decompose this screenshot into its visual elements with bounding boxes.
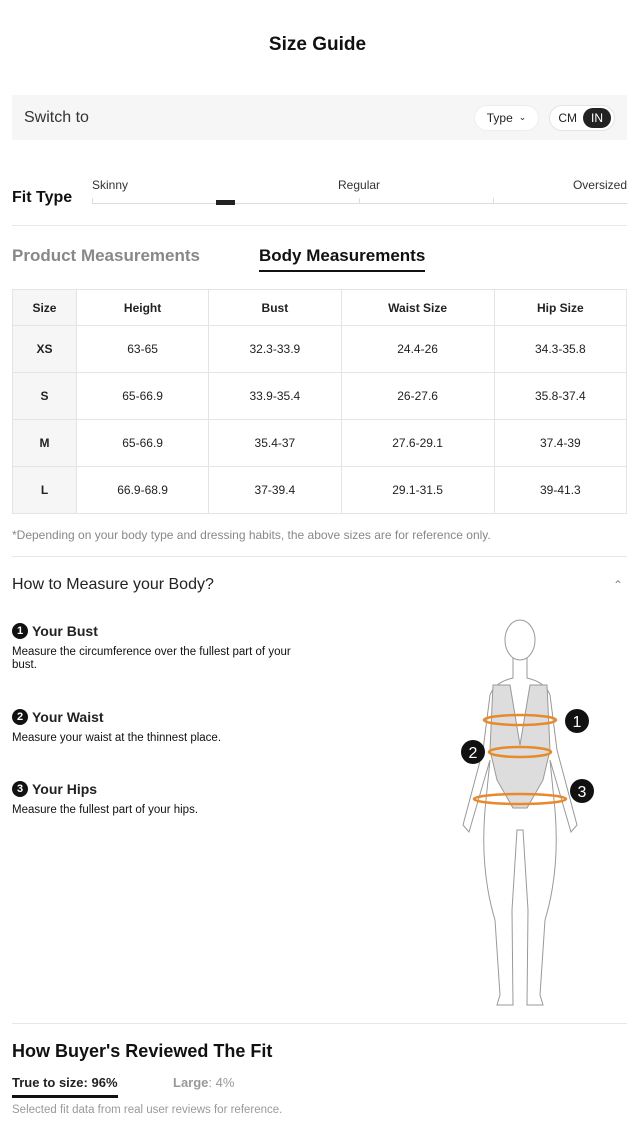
divider [12, 556, 627, 557]
true-label: True to size: [12, 1075, 88, 1090]
true-value: 96% [91, 1075, 118, 1090]
tab-large[interactable]: Large: 4% [173, 1075, 234, 1090]
step-text: Measure the fullest part of your hips. [12, 804, 199, 816]
table-row: S 65-66.9 33.9-35.4 26-27.6 35.8-37.4 [12, 372, 628, 420]
unit-toggle[interactable]: CM IN [549, 104, 615, 131]
header-bust: Bust [208, 289, 342, 326]
table-cell: 32.3-33.9 [208, 325, 342, 373]
chevron-down-icon: ⌄ [518, 112, 527, 122]
table-cell: 34.3-35.8 [493, 325, 628, 373]
table-cell: 37-39.4 [208, 466, 342, 514]
table-cell: 27.6-29.1 [340, 419, 495, 467]
size-table: Size Height Bust Waist Size Hip Size XS 6… [12, 289, 628, 514]
table-cell: 65-66.9 [75, 372, 210, 420]
step-number: 3 [12, 781, 28, 797]
unit-in[interactable]: IN [583, 107, 611, 128]
table-cell: 37.4-39 [493, 419, 628, 467]
svg-text:1: 1 [573, 714, 582, 731]
header-hip: Hip Size [493, 289, 628, 326]
table-row: L 66.9-68.9 37-39.4 29.1-31.5 39-41.3 [12, 466, 628, 514]
table-cell: 63-65 [75, 325, 210, 373]
table-cell: L [12, 466, 77, 514]
table-row: XS 63-65 32.3-33.9 24.4-26 34.3-35.8 [12, 325, 628, 373]
step-bust: 1 Your Bust Measure the circumference ove… [12, 623, 312, 672]
howto-title[interactable]: How to Measure your Body? [12, 576, 214, 593]
type-dropdown[interactable]: Type ⌄ [473, 104, 540, 131]
fit-tick [493, 198, 494, 203]
type-label: Type [486, 110, 513, 125]
table-cell: 26-27.6 [340, 372, 495, 420]
reference-note: *Depending on your body type and dressin… [12, 528, 491, 542]
table-cell: 29.1-31.5 [340, 466, 495, 514]
step-number: 2 [12, 709, 28, 725]
unit-cm[interactable]: CM [558, 110, 577, 125]
fit-oversized: Oversized [572, 178, 627, 192]
table-cell: 39-41.3 [493, 466, 628, 514]
step-text: Measure the circumference over the fulle… [12, 646, 291, 671]
switch-label: Switch to [24, 108, 89, 126]
marker-1: 1 [565, 709, 589, 733]
table-cell: 35.4-37 [208, 419, 342, 467]
table-header: Size Height Bust Waist Size Hip Size [12, 289, 628, 326]
fit-tick [92, 198, 93, 203]
svg-text:2: 2 [469, 745, 478, 762]
table-cell: 66.9-68.9 [75, 466, 210, 514]
fit-regular: Regular [338, 178, 381, 192]
tab-body-measurements[interactable]: Body Measurements [259, 246, 426, 272]
svg-text:3: 3 [578, 784, 587, 801]
fit-tick [359, 198, 360, 203]
table-cell: 24.4-26 [340, 325, 495, 373]
table-cell: M [12, 419, 77, 467]
header-height: Height [75, 289, 210, 326]
chevron-up-icon[interactable]: ⌃ [612, 578, 623, 592]
table-cell: 65-66.9 [75, 419, 210, 467]
tab-true-to-size[interactable]: True to size: 96% [12, 1075, 118, 1098]
marker-2: 2 [461, 740, 485, 764]
body-figure-illustration: 1 2 3 [461, 619, 594, 1006]
switch-bar: Switch to Type ⌄ CM IN [12, 95, 627, 140]
large-label: Large [173, 1075, 209, 1090]
step-title: Your Bust [32, 623, 98, 639]
fit-type-label: Fit Type [12, 189, 73, 206]
header-size: Size [12, 289, 77, 326]
header-waist: Waist Size [340, 289, 495, 326]
step-number: 1 [12, 623, 28, 639]
step-hips: 3 Your Hips Measure the fullest part of y… [12, 781, 312, 817]
marker-3: 3 [570, 779, 594, 803]
page-title: Size Guide [268, 34, 367, 55]
table-cell: 35.8-37.4 [493, 372, 628, 420]
tab-product-measurements[interactable]: Product Measurements [12, 246, 200, 265]
table-row: M 65-66.9 35.4-37 27.6-29.1 37.4-39 [12, 419, 628, 467]
step-text: Measure your waist at the thinnest place… [12, 732, 222, 744]
divider [12, 225, 627, 226]
divider [12, 1023, 627, 1024]
step-title: Your Waist [32, 709, 104, 725]
table-cell: S [12, 372, 77, 420]
large-value: : 4% [208, 1075, 235, 1090]
fit-marker [215, 200, 235, 205]
reviews-note: Selected fit data from real user reviews… [12, 1104, 283, 1116]
step-title: Your Hips [32, 781, 98, 797]
fit-track [92, 203, 627, 204]
table-cell: 33.9-35.4 [208, 372, 342, 420]
table-cell: XS [12, 325, 77, 373]
fit-skinny: Skinny [92, 178, 129, 192]
reviews-title: How Buyer's Reviewed The Fit [12, 1041, 273, 1061]
step-waist: 2 Your Waist Measure your waist at the th… [12, 709, 312, 745]
